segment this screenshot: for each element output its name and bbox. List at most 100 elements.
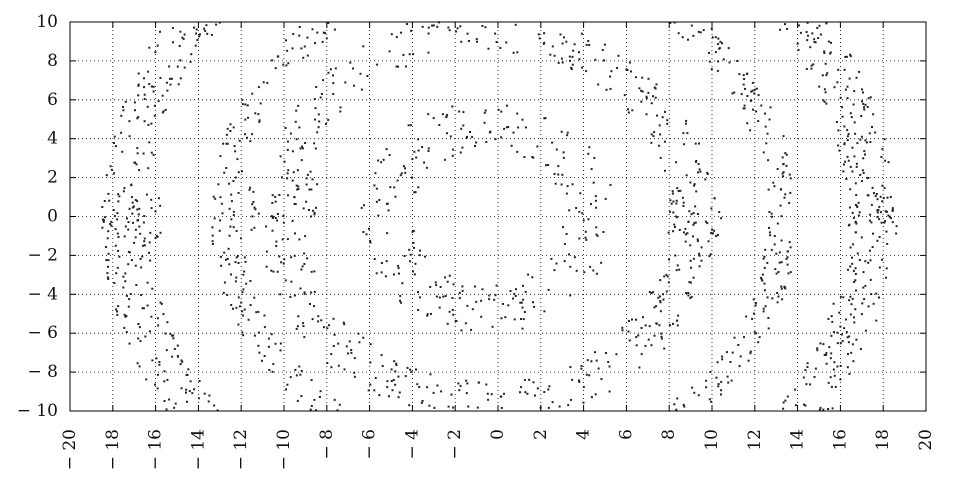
- data-point: [663, 347, 666, 350]
- data-point: [842, 296, 845, 299]
- data-point: [303, 263, 306, 265]
- data-point: [711, 228, 714, 231]
- data-point: [300, 159, 303, 162]
- data-point: [242, 273, 245, 276]
- data-point: [617, 54, 620, 57]
- data-point: [782, 407, 785, 410]
- data-point: [853, 321, 856, 324]
- data-point: [258, 119, 261, 122]
- data-point: [465, 137, 468, 139]
- data-point: [481, 24, 484, 27]
- data-point: [243, 256, 246, 259]
- data-point: [248, 188, 251, 191]
- data-point: [578, 58, 581, 61]
- data-point: [427, 150, 430, 152]
- data-point: [682, 204, 685, 207]
- data-point: [779, 28, 782, 31]
- data-point: [501, 303, 504, 305]
- data-point: [717, 37, 720, 40]
- data-point: [836, 331, 839, 334]
- data-point: [760, 276, 763, 279]
- data-point: [451, 105, 454, 108]
- data-point: [123, 187, 126, 190]
- data-point: [134, 109, 136, 112]
- data-point: [137, 84, 140, 87]
- data-point: [872, 192, 875, 195]
- data-point: [311, 178, 314, 181]
- data-point: [127, 305, 130, 308]
- data-point: [147, 123, 150, 126]
- data-point: [113, 215, 116, 218]
- data-point: [694, 221, 697, 224]
- data-point: [769, 234, 772, 237]
- data-point: [692, 34, 695, 37]
- data-point: [584, 236, 587, 239]
- data-point: [148, 83, 151, 85]
- data-point: [415, 156, 418, 159]
- data-point: [682, 403, 685, 406]
- data-point: [848, 299, 851, 302]
- data-point: [851, 297, 854, 300]
- data-point: [235, 306, 238, 309]
- data-point: [536, 145, 539, 148]
- data-point: [274, 342, 277, 345]
- data-point: [259, 102, 262, 105]
- data-point: [467, 40, 470, 42]
- data-point: [698, 265, 701, 268]
- y-tick-label: 6: [47, 90, 58, 110]
- data-point: [135, 163, 138, 166]
- data-point: [672, 200, 675, 203]
- data-point: [706, 172, 709, 175]
- data-point: [885, 276, 887, 279]
- data-point: [867, 305, 870, 308]
- data-point: [440, 390, 443, 393]
- data-point: [249, 304, 252, 306]
- data-point: [345, 345, 348, 348]
- data-point: [690, 24, 693, 27]
- data-point: [693, 222, 696, 225]
- data-point: [330, 353, 333, 356]
- data-point: [296, 188, 299, 191]
- data-point: [767, 188, 770, 191]
- data-point: [150, 85, 153, 88]
- data-point: [278, 255, 281, 258]
- data-point: [825, 362, 828, 365]
- data-point: [146, 304, 149, 307]
- data-point: [777, 271, 780, 273]
- data-point: [510, 144, 513, 147]
- data-point: [816, 27, 819, 29]
- data-point: [781, 172, 784, 175]
- data-point: [246, 104, 249, 107]
- data-point: [561, 42, 564, 45]
- data-point: [672, 322, 674, 325]
- data-point: [138, 326, 141, 329]
- data-point: [696, 240, 699, 243]
- data-point: [881, 258, 883, 261]
- data-point: [149, 231, 152, 234]
- data-point: [487, 47, 490, 50]
- data-point: [295, 138, 298, 141]
- data-point: [386, 386, 389, 389]
- data-point: [362, 45, 365, 48]
- x-tick-label: − 12: [231, 429, 251, 470]
- data-point: [128, 342, 131, 345]
- data-point: [731, 92, 734, 95]
- data-point: [659, 310, 662, 313]
- data-point: [301, 147, 304, 150]
- data-point: [272, 215, 275, 218]
- data-point: [308, 209, 310, 211]
- data-point: [524, 290, 527, 293]
- data-point: [516, 51, 519, 54]
- data-point: [299, 287, 302, 290]
- data-point: [687, 294, 690, 297]
- data-point: [846, 336, 849, 339]
- data-point: [282, 215, 285, 217]
- data-point: [668, 324, 671, 327]
- data-point: [136, 117, 139, 120]
- data-point: [549, 53, 552, 56]
- data-point: [204, 29, 207, 32]
- data-point: [863, 108, 866, 111]
- data-point: [427, 113, 430, 116]
- data-point: [886, 242, 889, 245]
- x-tick-label: 16: [830, 429, 850, 451]
